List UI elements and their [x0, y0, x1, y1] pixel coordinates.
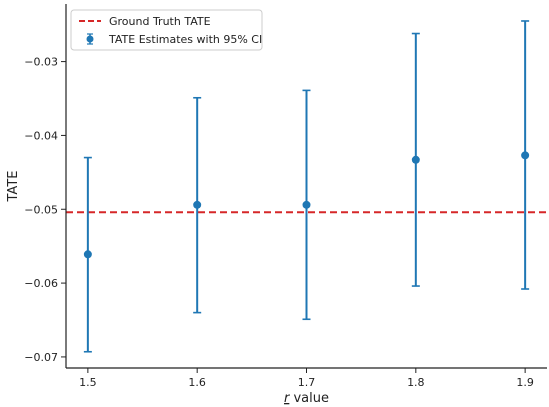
- x-tick-label: 1.5: [79, 376, 97, 389]
- legend-estimate-label: TATE Estimates with 95% CI: [108, 33, 262, 46]
- x-tick-label: 1.6: [188, 376, 206, 389]
- x-tick-label: 1.9: [516, 376, 534, 389]
- legend-box: [70, 9, 263, 51]
- x-axis-label: r value: [284, 391, 329, 406]
- legend: Ground Truth TATE TATE Estimates with 95%…: [70, 9, 263, 51]
- estimate-point: [411, 155, 420, 164]
- estimate-point: [83, 250, 92, 259]
- y-tick-label: −0.04: [24, 129, 58, 142]
- y-tick-label: −0.03: [24, 56, 58, 69]
- y-tick-label: −0.06: [24, 277, 58, 290]
- x-tick-label: 1.7: [298, 376, 316, 389]
- x-tick-label: 1.8: [407, 376, 425, 389]
- legend-ground-truth-label: Ground Truth TATE: [109, 15, 211, 28]
- plot-area: [66, 20, 547, 353]
- x-axis-label-text: value: [289, 391, 329, 406]
- y-tick-label: −0.05: [24, 203, 58, 216]
- axes: −0.03 −0.04 −0.05 −0.06 −0.07 1.5 1.6 1.7 1.8 1.9: [24, 4, 547, 389]
- x-axis-label-variable: r: [284, 391, 291, 406]
- estimate-point: [193, 200, 202, 209]
- estimate-point: [521, 151, 530, 160]
- estimate-point: [302, 200, 311, 209]
- legend-estimate-marker: [86, 35, 94, 43]
- y-axis-label: TATE: [6, 171, 21, 203]
- y-tick-label: −0.07: [24, 351, 58, 364]
